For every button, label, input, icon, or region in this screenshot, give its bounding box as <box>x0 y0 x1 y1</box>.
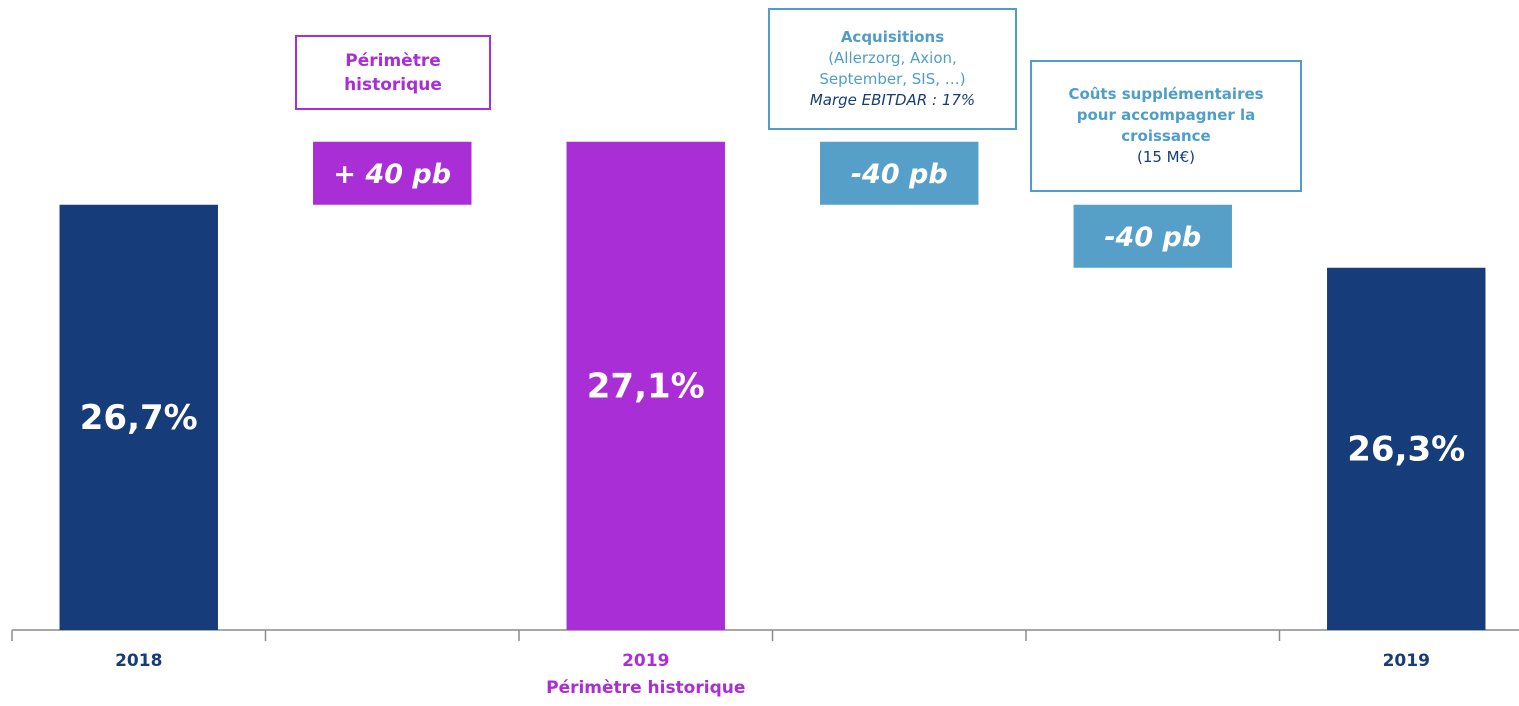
bar <box>1327 267 1486 630</box>
bar <box>59 204 218 630</box>
value-label: -40 pb <box>851 159 948 190</box>
annotation-line: (15 M€) <box>1136 148 1196 166</box>
annotation-box: Périmètre historique <box>295 35 491 110</box>
value-label: + 40 pb <box>333 159 451 190</box>
annotation-box: Coûts supplémentaires pour accompagner l… <box>1030 60 1302 192</box>
x-tick-label: 2019 Périmètre historique <box>546 651 746 698</box>
value-label: 26,7% <box>80 398 198 438</box>
annotation-line: historique <box>344 74 442 95</box>
value-label: -40 pb <box>1104 222 1201 253</box>
x-tick-label: 2019 <box>1382 651 1430 671</box>
annotation-box: Acquisitions (Allerzorg, Axion, Septembe… <box>768 8 1017 130</box>
value-label: 27,1% <box>587 366 705 406</box>
annotation-line: Coûts supplémentaires <box>1068 85 1264 103</box>
bar <box>820 141 979 205</box>
annotation-line: Périmètre <box>345 50 441 71</box>
annotation-line: (Allerzorg, Axion, <box>828 49 957 67</box>
bar <box>566 141 725 630</box>
value-label: 26,3% <box>1347 429 1465 469</box>
annotation-line: September, SIS, …) <box>819 70 966 88</box>
annotation-line: Marge EBITDAR : 17% <box>809 91 976 109</box>
x-tick-label: 2018 <box>115 651 163 671</box>
annotation-line: Acquisitions <box>840 28 945 46</box>
annotation-line: pour accompagner la <box>1076 106 1256 124</box>
bar <box>313 141 472 205</box>
annotation-line: croissance <box>1121 127 1211 145</box>
bar <box>1073 204 1232 268</box>
